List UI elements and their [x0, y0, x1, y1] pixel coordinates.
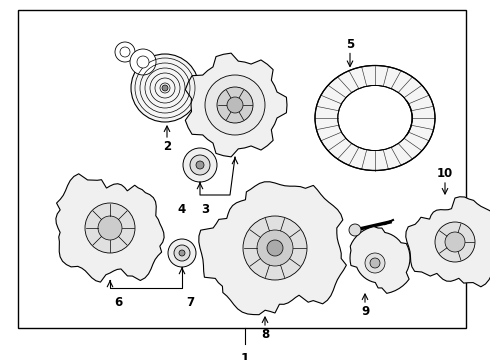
Circle shape [365, 253, 385, 273]
Circle shape [183, 148, 217, 182]
Circle shape [196, 161, 204, 169]
Circle shape [243, 216, 307, 280]
Text: 9: 9 [361, 305, 369, 318]
Text: 8: 8 [261, 328, 269, 341]
Circle shape [115, 42, 135, 62]
Text: 1: 1 [241, 352, 249, 360]
Circle shape [370, 258, 380, 268]
Text: 7: 7 [186, 296, 194, 309]
Circle shape [137, 56, 149, 68]
Circle shape [217, 87, 253, 123]
Circle shape [445, 232, 465, 252]
Circle shape [120, 47, 130, 57]
Polygon shape [350, 226, 410, 293]
Ellipse shape [315, 66, 435, 171]
Circle shape [190, 155, 210, 175]
Circle shape [205, 75, 265, 135]
Circle shape [130, 49, 156, 75]
Circle shape [179, 250, 185, 256]
Circle shape [174, 245, 190, 261]
Circle shape [85, 203, 135, 253]
Polygon shape [406, 197, 490, 287]
Circle shape [131, 54, 199, 122]
Circle shape [257, 230, 293, 266]
Bar [18, 10, 466, 328]
Text: 4: 4 [178, 203, 186, 216]
Circle shape [267, 240, 283, 256]
Circle shape [227, 97, 243, 113]
Circle shape [168, 239, 196, 267]
Polygon shape [199, 182, 346, 315]
Text: 5: 5 [346, 37, 354, 50]
Circle shape [98, 216, 122, 240]
Text: 10: 10 [437, 167, 453, 180]
Circle shape [162, 85, 168, 91]
Text: 6: 6 [114, 296, 122, 309]
Circle shape [349, 224, 361, 236]
Polygon shape [185, 53, 287, 157]
Text: 2: 2 [163, 140, 171, 153]
Polygon shape [56, 174, 164, 282]
Circle shape [435, 222, 475, 262]
Text: 3: 3 [201, 203, 209, 216]
Ellipse shape [338, 85, 412, 150]
